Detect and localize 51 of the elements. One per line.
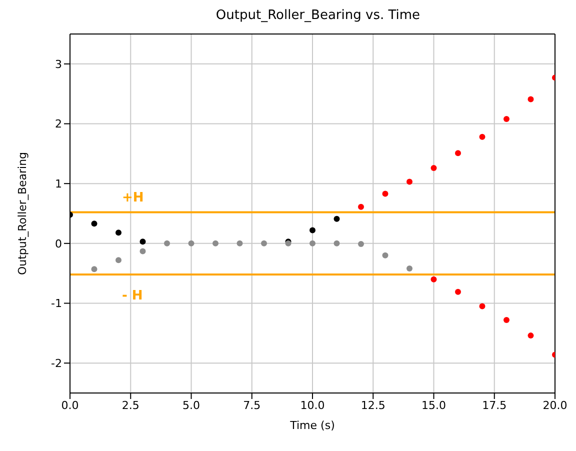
point <box>310 240 316 246</box>
point <box>455 150 461 156</box>
point <box>140 248 146 254</box>
point <box>358 241 364 248</box>
point <box>382 190 388 197</box>
point <box>116 257 122 264</box>
y-tick-label: 0 <box>55 237 62 250</box>
point <box>528 332 534 339</box>
point <box>455 288 461 295</box>
x-tick-label: 12.5 <box>360 398 386 412</box>
x-tick-label: 5.0 <box>182 398 200 412</box>
x-tick-label: 10.0 <box>300 398 325 412</box>
ref-line-label: +H <box>122 190 144 206</box>
y-tick-label: 1 <box>55 177 62 190</box>
point <box>406 266 412 272</box>
point <box>188 240 194 246</box>
x-axis-title: Time (s) <box>289 419 335 432</box>
point <box>164 240 170 246</box>
chart-title: Output_Roller_Bearing vs. Time <box>214 8 422 25</box>
x-tick-label: 7.5 <box>243 398 261 412</box>
x-tick-label: 15.0 <box>422 398 446 412</box>
x-tick-label: 0.0 <box>61 398 79 412</box>
point <box>479 303 486 310</box>
point <box>140 238 146 245</box>
x-tick-label: 2.5 <box>122 398 140 412</box>
point <box>261 240 267 246</box>
point <box>406 178 412 185</box>
y-axis-title: Output_Roller_Bearing <box>16 152 29 276</box>
point <box>334 216 340 222</box>
x-tick-label: 17.5 <box>482 398 507 412</box>
point <box>504 317 510 324</box>
y-tick-label: 2 <box>55 118 62 131</box>
point <box>358 204 364 210</box>
point <box>310 227 316 234</box>
point <box>382 252 388 258</box>
point <box>91 266 98 272</box>
point <box>528 96 534 102</box>
y-tick-label: -1 <box>51 297 62 310</box>
y-tick-label: 3 <box>55 58 62 71</box>
point <box>91 220 98 227</box>
point <box>212 240 218 246</box>
point <box>430 165 437 172</box>
point <box>236 240 243 246</box>
point <box>116 230 122 236</box>
y-tick-label: -2 <box>51 356 62 370</box>
point <box>479 134 486 140</box>
point <box>334 240 340 246</box>
point <box>504 116 510 122</box>
x-tick-label: 20.0 <box>542 398 568 412</box>
point <box>430 276 437 282</box>
ref-line-label: - H <box>122 288 143 304</box>
